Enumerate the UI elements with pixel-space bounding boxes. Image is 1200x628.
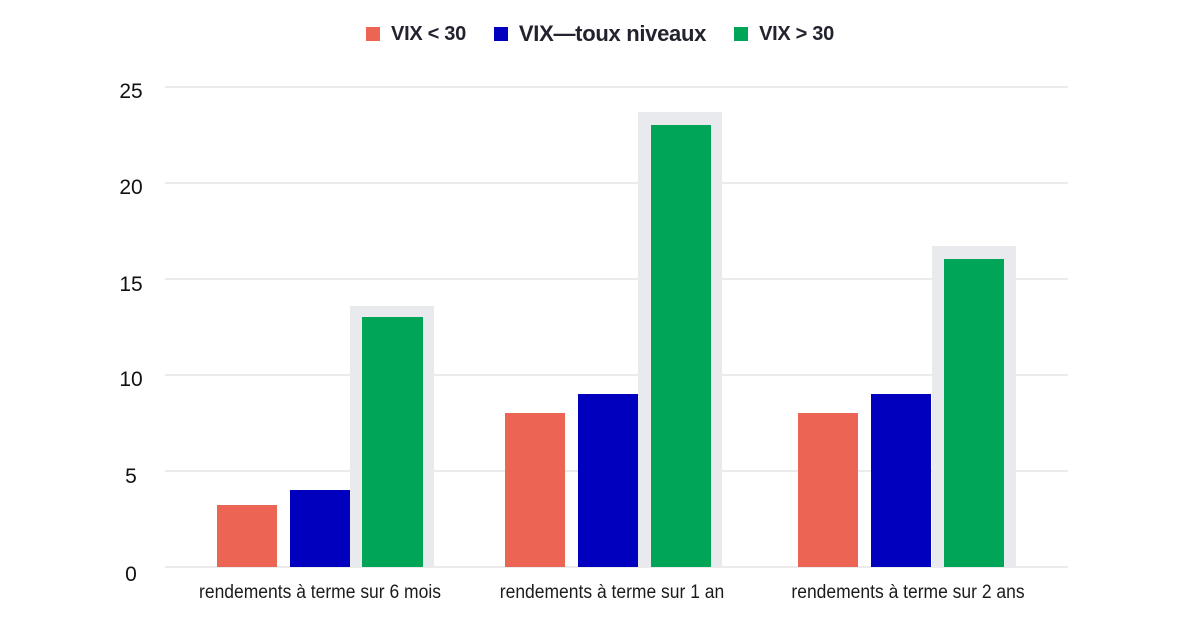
y-tick-5: 5: [125, 465, 137, 488]
legend-item-vix-above-30: VIX > 30: [734, 23, 834, 46]
legend-swatch-red: [366, 27, 381, 41]
legend-item-vix-all-levels: VIX—toux niveaux: [493, 21, 707, 47]
bar-vix-above-30-2-ans: [944, 259, 1004, 567]
bar-vix-above-30-6-mois: [362, 317, 423, 567]
x-label-1-an: rendements à terme sur 1 an: [499, 582, 725, 603]
bar-vix-above-30-1-an: [651, 125, 711, 567]
legend-swatch-blue: [493, 27, 508, 41]
gridline-10: [165, 374, 1068, 376]
legend-label: VIX—toux niveaux: [518, 21, 707, 46]
y-tick-20: 20: [119, 176, 143, 199]
y-tick-25: 25: [119, 80, 143, 103]
bar-vix-all-6-mois: [290, 490, 350, 567]
bar-vix-all-2-ans: [871, 394, 931, 567]
legend: VIX < 30 VIX—toux niveaux VIX > 30: [0, 19, 1200, 49]
gridline-20: [165, 182, 1068, 184]
legend-item-vix-below-30: VIX < 30: [366, 23, 466, 46]
x-label-6-mois: rendements à terme sur 6 mois: [199, 582, 441, 603]
y-tick-0: 0: [125, 563, 137, 586]
bar-vix-below-30-6-mois: [217, 505, 277, 567]
gridline-15: [165, 278, 1068, 280]
y-tick-10: 10: [119, 368, 143, 391]
x-label-2-ans: rendements à terme sur 2 ans: [791, 582, 1025, 603]
bar-vix-all-1-an: [578, 394, 638, 567]
y-tick-15: 15: [119, 273, 143, 296]
gridline-0: [165, 566, 1068, 568]
bar-vix-below-30-1-an: [505, 413, 565, 567]
legend-label: VIX > 30: [759, 22, 834, 45]
legend-label: VIX < 30: [391, 22, 466, 45]
bar-vix-below-30-2-ans: [798, 413, 858, 567]
gridline-25: [165, 86, 1068, 88]
legend-swatch-green: [734, 27, 749, 41]
